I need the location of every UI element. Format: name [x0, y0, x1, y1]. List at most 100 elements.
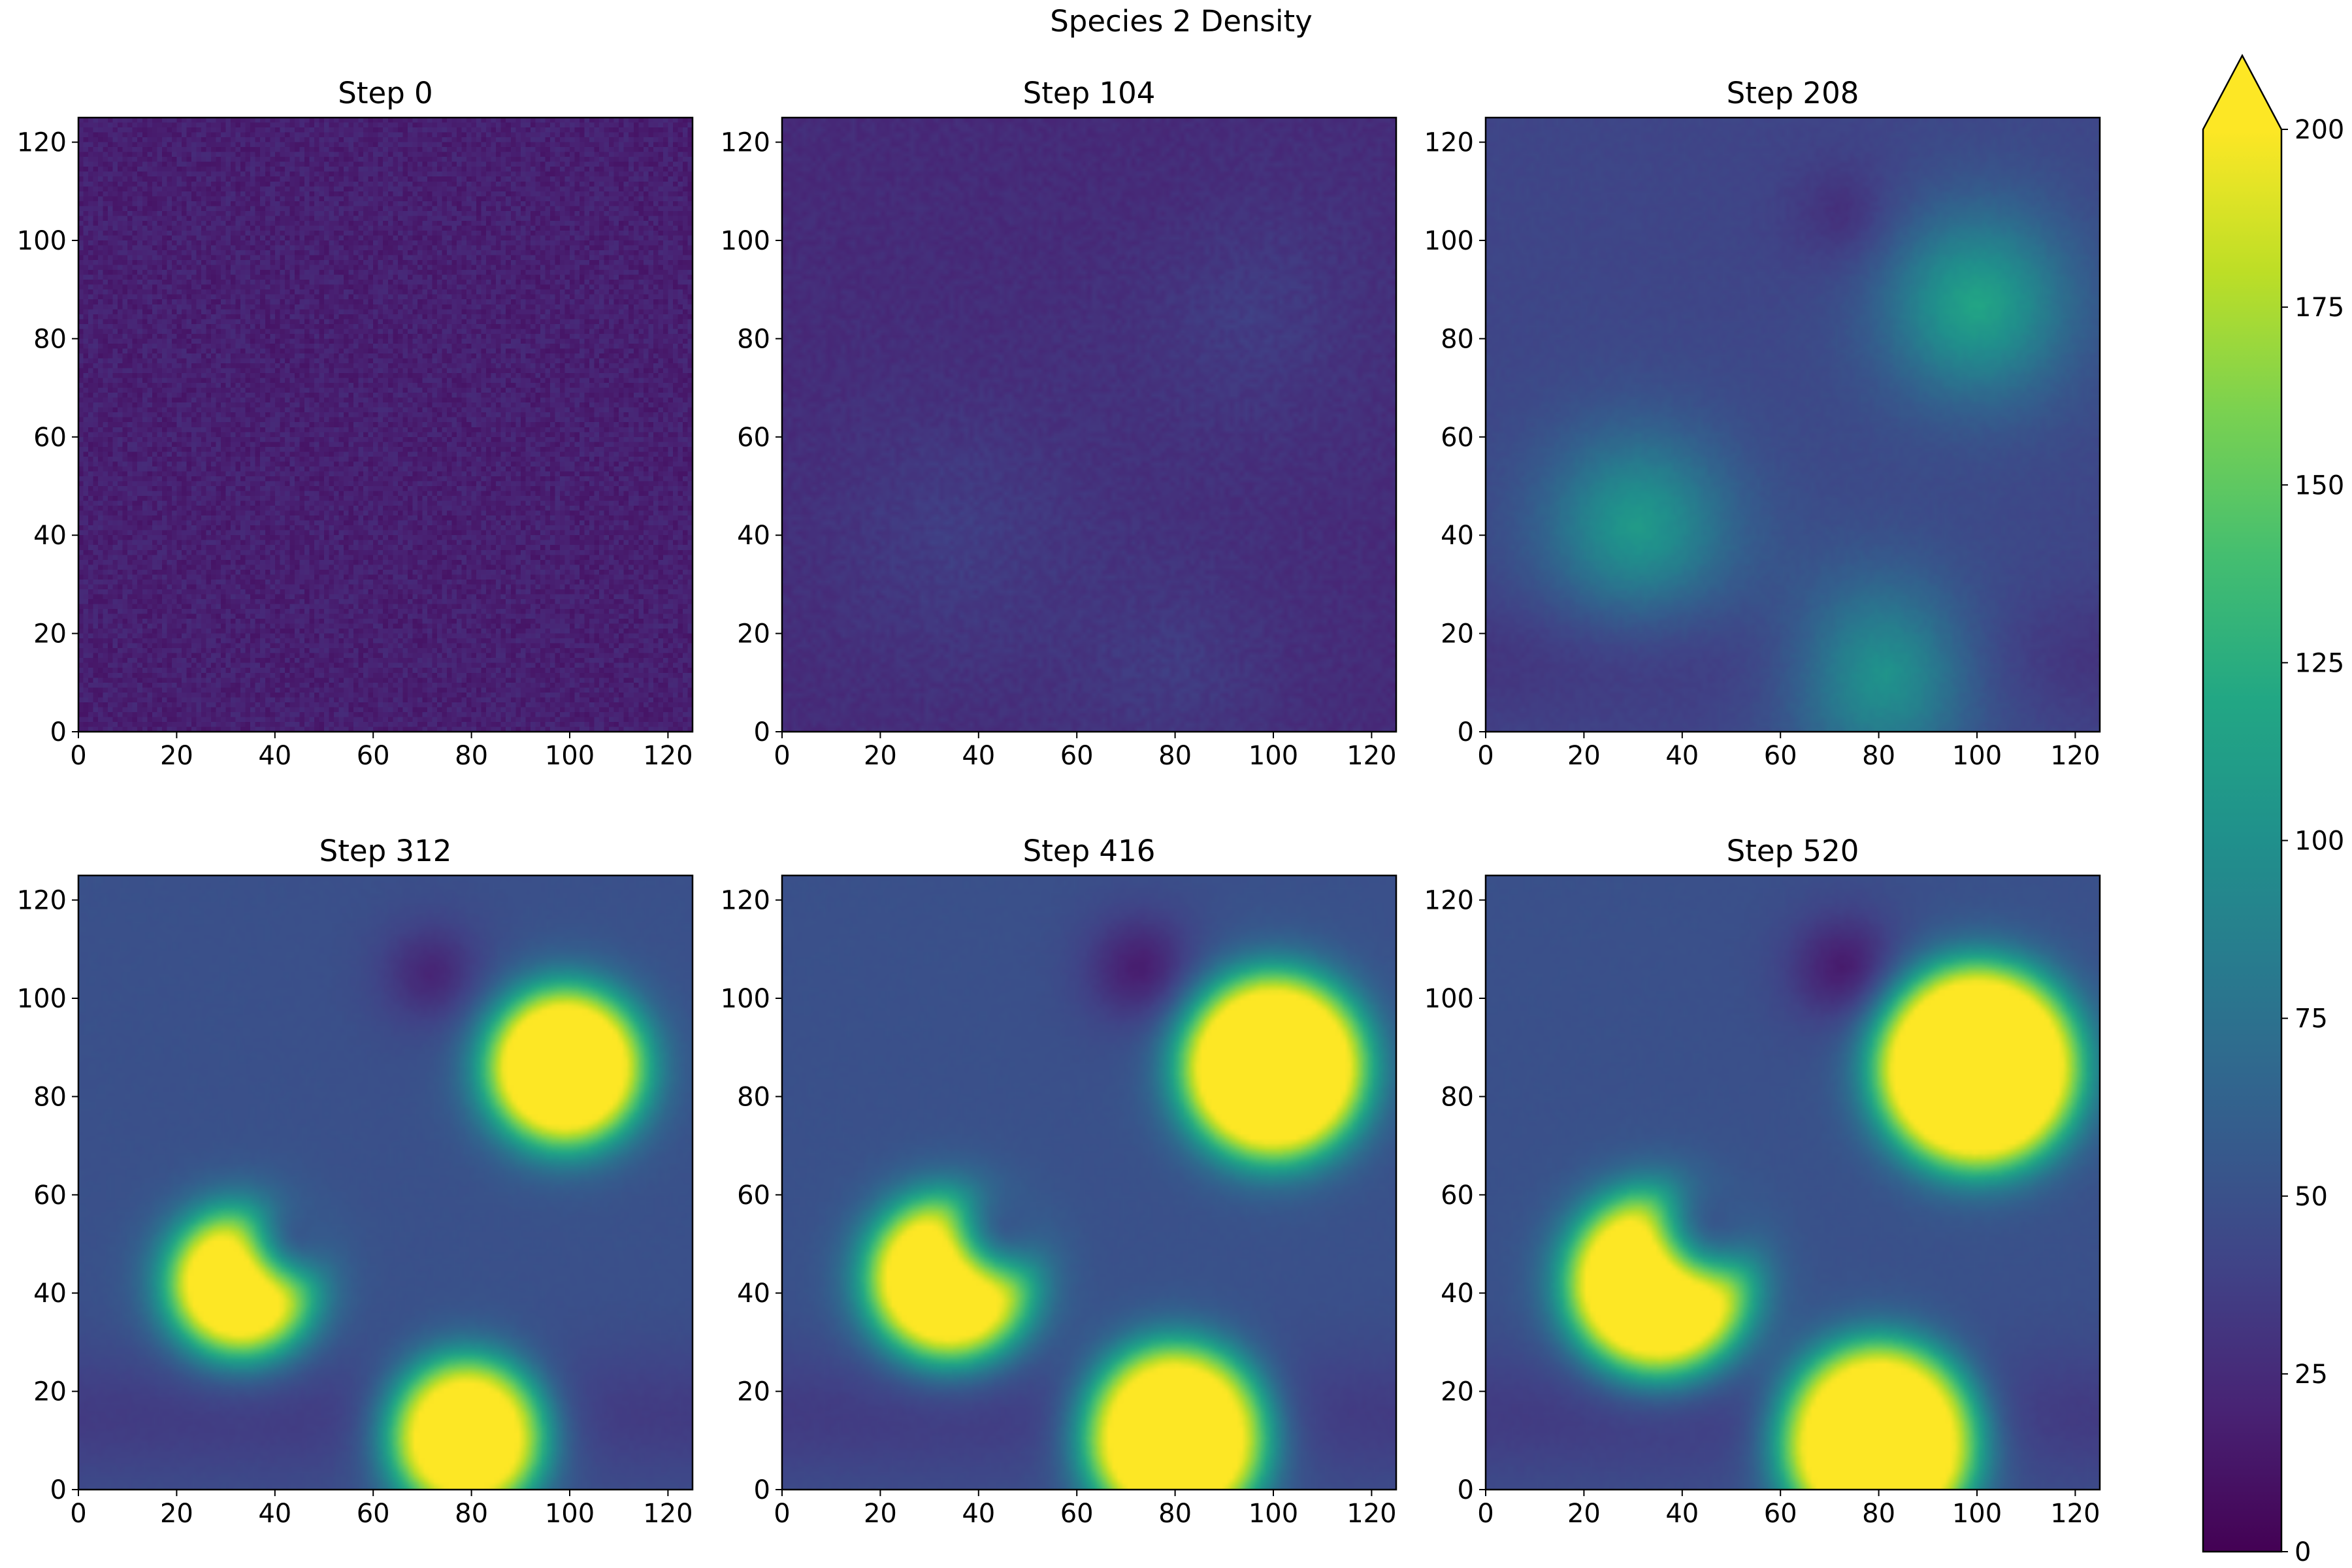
panel-title: Step 520 [1727, 834, 1859, 868]
y-tick-label: 120 [1424, 886, 1474, 916]
x-tick-label: 100 [1952, 741, 2002, 771]
x-tick-label: 20 [160, 1499, 193, 1529]
panel-frame [1484, 874, 2101, 1491]
colorbar-tick-label: 0 [2295, 1537, 2311, 1567]
panel-title: Step 0 [338, 76, 433, 110]
y-tick-label: 40 [1441, 1279, 1474, 1309]
x-tick-label: 100 [1249, 1499, 1298, 1529]
heatmap-panel: Step 312 0 20 40 60 80 100 120 0 20 40 60 80 100 120 [17, 834, 694, 1529]
panel-title: Step 416 [1023, 834, 1156, 868]
colorbar-tick-label: 75 [2295, 1004, 2328, 1034]
panel-frame [77, 116, 694, 733]
panel-frame [781, 874, 1397, 1491]
y-tick-label: 20 [737, 619, 770, 649]
x-tick-label: 80 [1158, 1499, 1192, 1529]
y-tick-label: 60 [737, 423, 770, 453]
y-tick-label: 20 [1441, 1377, 1474, 1407]
y-tick-label: 80 [737, 1082, 770, 1112]
y-tick-label: 120 [721, 886, 770, 916]
x-tick-label: 40 [258, 741, 291, 771]
heatmap-panel: Step 104 0 20 40 60 80 100 120 0 20 40 60 80 100 120 [721, 76, 1397, 771]
y-tick-label: 20 [33, 1377, 67, 1407]
x-tick-label: 120 [643, 1499, 693, 1529]
y-tick-label: 20 [737, 1377, 770, 1407]
panel-frame [1484, 116, 2101, 733]
panel-frame [781, 116, 1397, 733]
y-tick-label: 80 [33, 1082, 67, 1112]
y-tick-label: 80 [33, 324, 67, 354]
x-tick-label: 40 [1665, 1499, 1699, 1529]
y-tick-label: 60 [1441, 423, 1474, 453]
panel-frame [77, 874, 694, 1491]
x-tick-label: 0 [1477, 741, 1494, 771]
y-tick-label: 40 [1441, 521, 1474, 551]
heatmap-panel: Step 0 0 20 40 60 80 100 120 0 20 40 60 80 100 120 [17, 76, 694, 771]
y-tick-label: 0 [1458, 717, 1474, 747]
heatmap-image [1486, 118, 2100, 732]
x-tick-label: 20 [160, 741, 193, 771]
colorbar-tick-label: 175 [2295, 293, 2344, 323]
panel-title: Step 312 [319, 834, 452, 868]
colorbar-tick-label: 100 [2295, 826, 2344, 857]
y-tick-label: 0 [50, 717, 67, 747]
y-tick-label: 40 [33, 521, 67, 551]
x-tick-label: 120 [2050, 1499, 2100, 1529]
heatmap-panel: Step 416 0 20 40 60 80 100 120 0 20 40 60 80 100 120 [721, 834, 1397, 1529]
y-tick-label: 0 [754, 1475, 770, 1505]
y-tick-label: 60 [33, 423, 67, 453]
y-tick-label: 40 [737, 1279, 770, 1309]
x-tick-label: 20 [864, 741, 897, 771]
y-tick-label: 0 [754, 717, 770, 747]
y-tick-label: 120 [17, 128, 67, 158]
y-tick-label: 120 [1424, 128, 1474, 158]
y-tick-label: 80 [737, 324, 770, 354]
x-tick-label: 120 [1347, 1499, 1396, 1529]
colorbar-tick-label: 25 [2295, 1360, 2328, 1390]
colorbar-gradient [2203, 129, 2281, 1552]
y-tick-label: 100 [1424, 226, 1474, 256]
heatmap-panel: Step 208 0 20 40 60 80 100 120 0 20 40 60 80 100 120 [1424, 76, 2101, 771]
y-tick-label: 120 [721, 128, 770, 158]
y-tick-label: 80 [1441, 324, 1474, 354]
x-tick-label: 60 [1060, 1499, 1094, 1529]
colorbar-tick-label: 150 [2295, 470, 2344, 500]
panel-title: Step 104 [1023, 76, 1156, 110]
y-tick-label: 100 [721, 984, 770, 1014]
y-tick-label: 100 [17, 984, 67, 1014]
x-tick-label: 20 [1567, 741, 1601, 771]
y-tick-label: 100 [721, 226, 770, 256]
x-tick-label: 60 [1764, 741, 1797, 771]
x-tick-label: 40 [962, 741, 995, 771]
colorbar-tick-label: 200 [2295, 115, 2344, 145]
x-tick-label: 0 [774, 741, 790, 771]
x-tick-label: 80 [1158, 741, 1192, 771]
y-tick-label: 60 [737, 1181, 770, 1211]
x-tick-label: 60 [357, 741, 390, 771]
x-tick-label: 0 [70, 1499, 86, 1529]
y-tick-label: 20 [1441, 619, 1474, 649]
heatmap-image [782, 875, 1396, 1490]
x-tick-label: 100 [1249, 741, 1298, 771]
x-tick-label: 60 [1764, 1499, 1797, 1529]
x-tick-label: 80 [1862, 1499, 1895, 1529]
heatmap-panel: Step 520 0 20 40 60 80 100 120 0 20 40 60 80 100 120 [1424, 834, 2101, 1529]
y-tick-label: 40 [737, 521, 770, 551]
panel-title: Step 208 [1727, 76, 1859, 110]
colorbar-tick-label: 50 [2295, 1182, 2328, 1212]
x-tick-label: 60 [1060, 741, 1094, 771]
y-tick-label: 120 [17, 886, 67, 916]
x-tick-label: 40 [1665, 741, 1699, 771]
x-tick-label: 0 [774, 1499, 790, 1529]
x-tick-label: 0 [70, 741, 86, 771]
x-tick-label: 40 [258, 1499, 291, 1529]
colorbar-frame [2202, 54, 2283, 1553]
y-tick-label: 60 [33, 1181, 67, 1211]
y-tick-label: 40 [33, 1279, 67, 1309]
y-tick-label: 0 [50, 1475, 67, 1505]
heatmap-image [78, 875, 693, 1490]
x-tick-label: 100 [545, 741, 595, 771]
y-tick-label: 80 [1441, 1082, 1474, 1112]
x-tick-label: 80 [455, 741, 488, 771]
